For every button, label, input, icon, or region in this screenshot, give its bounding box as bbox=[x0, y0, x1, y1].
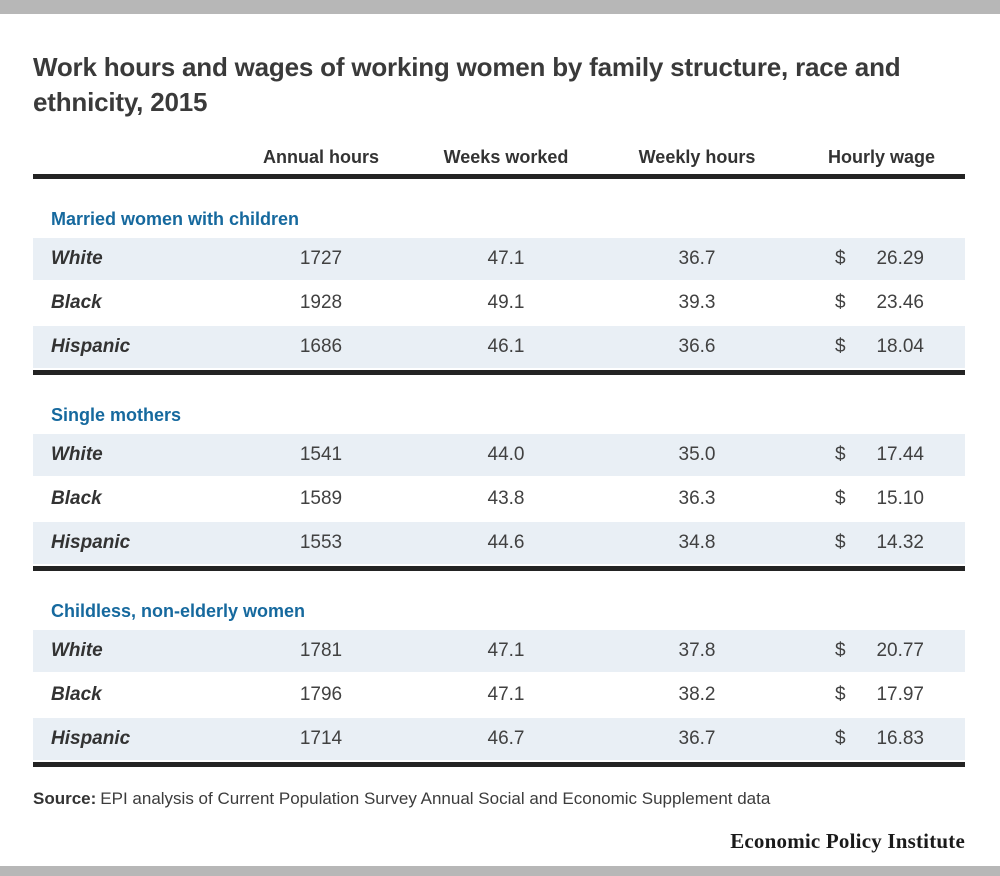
cell-hourly-wage: $ 14.32 bbox=[798, 532, 965, 554]
cell-annual-hours: 1714 bbox=[299, 728, 343, 749]
section-married-women-with-children: Married women with children White 1727 4… bbox=[33, 179, 967, 375]
table-row: Black 1928 49.1 39.3 $ 23.46 bbox=[33, 282, 965, 324]
wage-value: 20.77 bbox=[876, 640, 924, 661]
row-label: Hispanic bbox=[51, 336, 131, 357]
section-rule bbox=[33, 370, 965, 375]
cell-annual-hours: 1781 bbox=[299, 640, 343, 661]
cell-weeks-worked: 49.1 bbox=[487, 292, 525, 313]
wage-value: 16.83 bbox=[876, 728, 924, 749]
cell-weeks-worked: 46.7 bbox=[487, 728, 525, 749]
table-row: Hispanic 1686 46.1 36.6 $ 18.04 bbox=[33, 326, 965, 368]
section-single-mothers: Single mothers White 1541 44.0 35.0 $ 17… bbox=[33, 375, 967, 571]
section-rule bbox=[33, 762, 965, 767]
section-title: Childless, non-elderly women bbox=[51, 601, 306, 621]
cell-weeks-worked: 47.1 bbox=[487, 640, 525, 661]
wage-value: 17.97 bbox=[876, 684, 924, 705]
epi-wordmark: Economic Policy Institute bbox=[730, 829, 965, 853]
dollar-sign: $ bbox=[835, 684, 846, 705]
cell-hourly-wage: $ 15.10 bbox=[798, 488, 965, 510]
cell-weekly-hours: 38.2 bbox=[678, 684, 716, 705]
figure-container: Work hours and wages of working women by… bbox=[0, 50, 1000, 854]
cell-hourly-wage: $ 23.46 bbox=[798, 292, 965, 314]
cell-hourly-wage: $ 26.29 bbox=[798, 248, 965, 270]
cell-weekly-hours: 39.3 bbox=[678, 292, 716, 313]
cell-hourly-wage: $ 18.04 bbox=[798, 336, 965, 358]
wage-value: 17.44 bbox=[876, 444, 924, 465]
cell-weekly-hours: 36.7 bbox=[678, 728, 716, 749]
page-title: Work hours and wages of working women by… bbox=[33, 52, 901, 117]
cell-weeks-worked: 44.6 bbox=[487, 532, 525, 553]
dollar-sign: $ bbox=[835, 444, 846, 465]
column-header-annual-hours: Annual hours bbox=[263, 147, 379, 167]
dollar-sign: $ bbox=[835, 336, 846, 357]
cell-hourly-wage: $ 16.83 bbox=[798, 728, 965, 750]
row-label: White bbox=[51, 248, 103, 269]
section-rule bbox=[33, 566, 965, 571]
wage-value: 14.32 bbox=[876, 532, 924, 553]
section-title: Married women with children bbox=[51, 209, 300, 229]
column-header-weekly-hours: Weekly hours bbox=[638, 147, 756, 167]
cell-weeks-worked: 47.1 bbox=[487, 248, 525, 269]
row-label: Hispanic bbox=[51, 728, 131, 749]
source-label: Source: bbox=[33, 789, 97, 808]
section-title: Single mothers bbox=[51, 405, 182, 425]
cell-annual-hours: 1553 bbox=[299, 532, 343, 553]
dollar-sign: $ bbox=[835, 640, 846, 661]
cell-annual-hours: 1589 bbox=[299, 488, 343, 509]
table-row: Hispanic 1714 46.7 36.7 $ 16.83 bbox=[33, 718, 965, 760]
cell-weekly-hours: 36.3 bbox=[678, 488, 716, 509]
row-label: Black bbox=[51, 684, 102, 705]
cell-hourly-wage: $ 20.77 bbox=[798, 640, 965, 662]
row-label: White bbox=[51, 640, 103, 661]
table-row: Black 1589 43.8 36.3 $ 15.10 bbox=[33, 478, 965, 520]
cell-annual-hours: 1541 bbox=[299, 444, 343, 465]
cell-annual-hours: 1928 bbox=[299, 292, 343, 313]
header-rule bbox=[33, 174, 965, 179]
dollar-sign: $ bbox=[835, 248, 846, 269]
bottom-border-bar bbox=[0, 866, 1000, 876]
source-note: Source: EPI analysis of Current Populatio… bbox=[33, 788, 967, 809]
row-label: Hispanic bbox=[51, 532, 131, 553]
dollar-sign: $ bbox=[835, 488, 846, 509]
cell-weeks-worked: 43.8 bbox=[487, 488, 525, 509]
column-header-hourly-wage: Hourly wage bbox=[827, 147, 936, 167]
row-label: Black bbox=[51, 292, 102, 313]
cell-annual-hours: 1686 bbox=[299, 336, 343, 357]
section-childless-non-elderly-women: Childless, non-elderly women White 1781 … bbox=[33, 571, 967, 767]
cell-weeks-worked: 44.0 bbox=[487, 444, 525, 465]
wage-value: 26.29 bbox=[876, 248, 924, 269]
table-row: White 1727 47.1 36.7 $ 26.29 bbox=[33, 238, 965, 280]
cell-hourly-wage: $ 17.97 bbox=[798, 684, 965, 706]
top-border-bar bbox=[0, 0, 1000, 14]
table-row: White 1541 44.0 35.0 $ 17.44 bbox=[33, 434, 965, 476]
wage-value: 18.04 bbox=[876, 336, 924, 357]
cell-weekly-hours: 36.7 bbox=[678, 248, 716, 269]
cell-weekly-hours: 36.6 bbox=[678, 336, 716, 357]
wage-value: 15.10 bbox=[876, 488, 924, 509]
cell-weekly-hours: 37.8 bbox=[678, 640, 716, 661]
cell-weeks-worked: 46.1 bbox=[487, 336, 525, 357]
dollar-sign: $ bbox=[835, 728, 846, 749]
cell-weekly-hours: 35.0 bbox=[678, 444, 716, 465]
cell-weekly-hours: 34.8 bbox=[678, 532, 716, 553]
table-header-row: Annual hours Weeks worked Weekly hours H… bbox=[33, 146, 965, 168]
table-row: Black 1796 47.1 38.2 $ 17.97 bbox=[33, 674, 965, 716]
cell-annual-hours: 1796 bbox=[299, 684, 343, 705]
row-label: White bbox=[51, 444, 103, 465]
cell-annual-hours: 1727 bbox=[299, 248, 343, 269]
dollar-sign: $ bbox=[835, 532, 846, 553]
table-row: White 1781 47.1 37.8 $ 20.77 bbox=[33, 630, 965, 672]
cell-weeks-worked: 47.1 bbox=[487, 684, 525, 705]
column-header-weeks-worked: Weeks worked bbox=[443, 147, 569, 167]
row-label: Black bbox=[51, 488, 102, 509]
cell-hourly-wage: $ 17.44 bbox=[798, 444, 965, 466]
source-text: EPI analysis of Current Population Surve… bbox=[100, 789, 771, 808]
table-row: Hispanic 1553 44.6 34.8 $ 14.32 bbox=[33, 522, 965, 564]
dollar-sign: $ bbox=[835, 292, 846, 313]
wage-value: 23.46 bbox=[876, 292, 924, 313]
